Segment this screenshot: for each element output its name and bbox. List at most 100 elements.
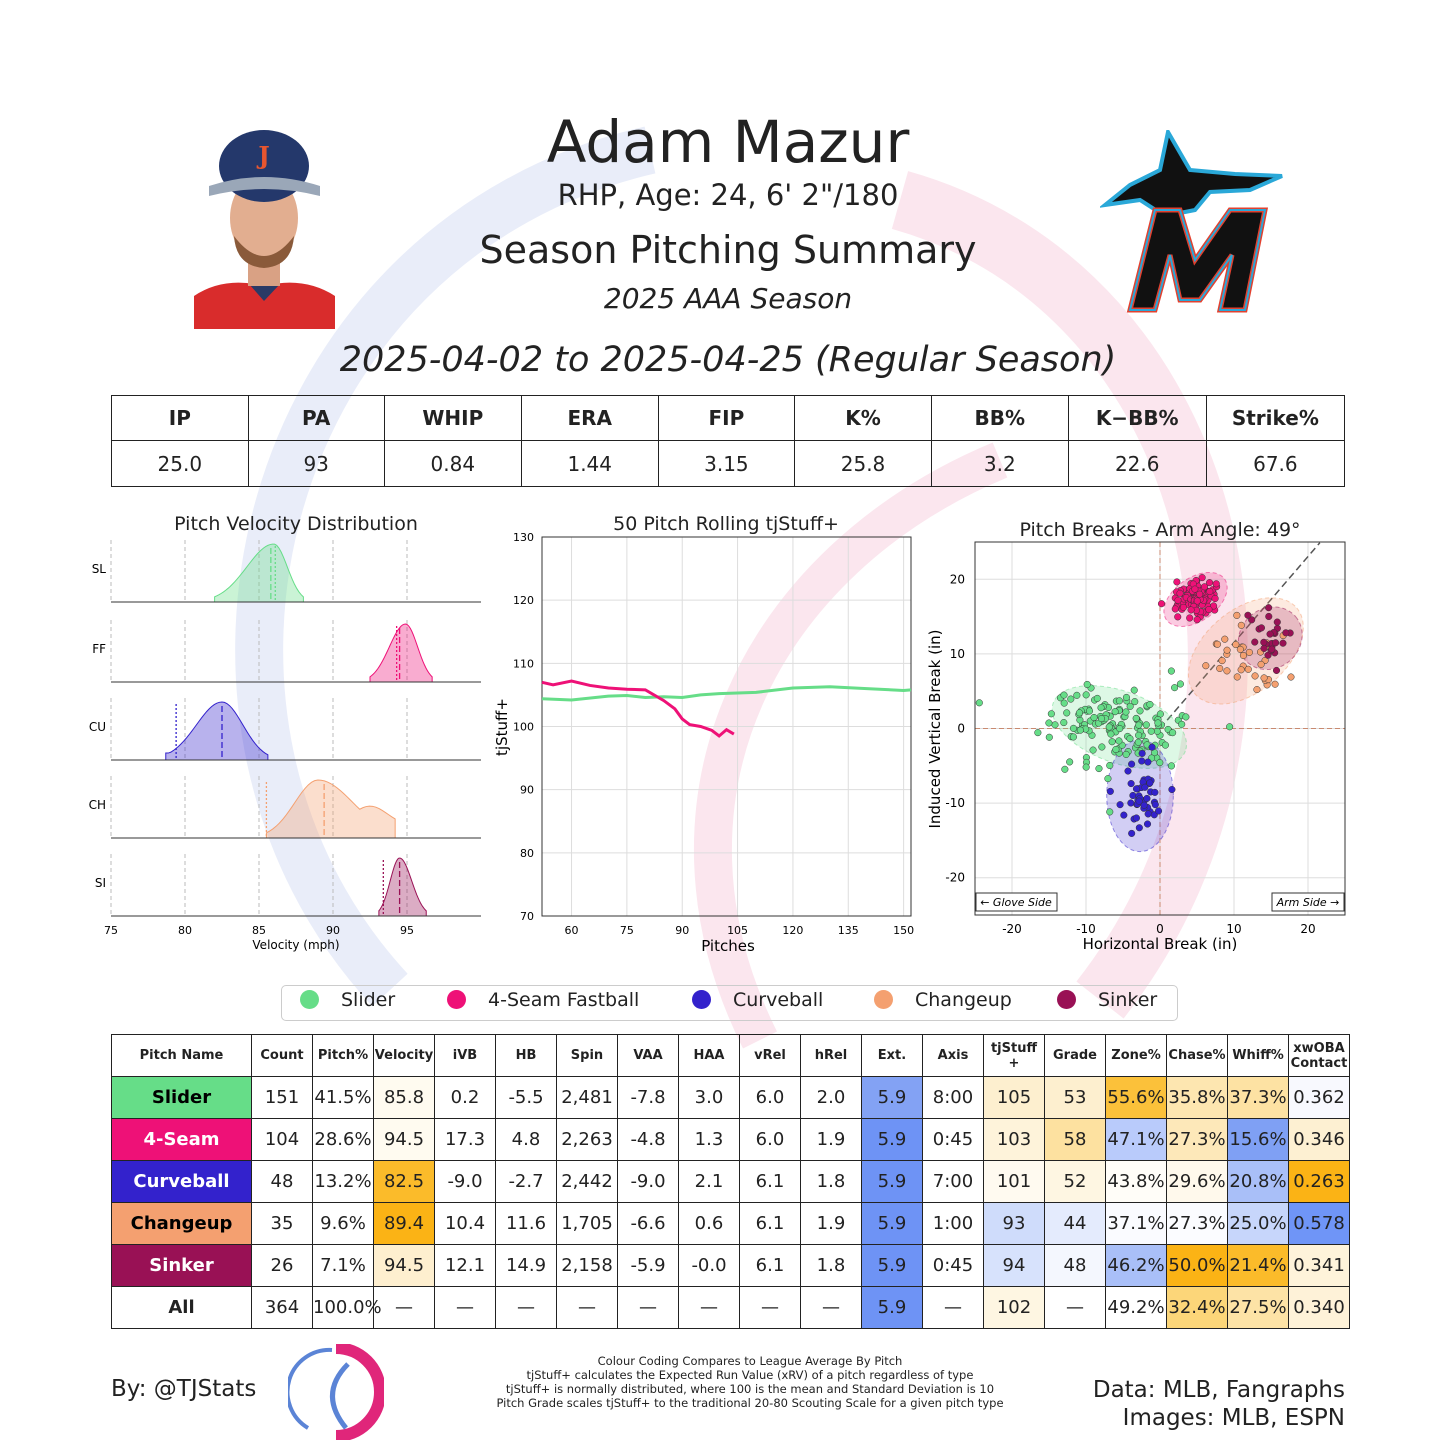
pitch-table-cell: 2,481 — [556, 1076, 618, 1119]
break-point — [1045, 733, 1053, 741]
summary-stats-header-row: IP PA WHIP ERA FIP K% BB% K−BB% Strike% — [111, 395, 1346, 441]
break-point — [1106, 808, 1114, 816]
break-point — [1218, 657, 1226, 665]
pitch-table-header: Grade — [1044, 1034, 1106, 1077]
pitch-table-row: Sinker 26 7.1% 94.5 12.1 14.9 2,158 -5.9 -0.0 6.1… — [111, 1244, 1350, 1287]
break-point — [1138, 757, 1146, 765]
break-point — [1122, 708, 1130, 716]
x-tick-label: 85 — [252, 924, 266, 937]
x-tick-label: 150 — [893, 924, 914, 937]
x-axis-label: Pitches — [701, 937, 755, 955]
break-point — [1089, 746, 1097, 754]
break-point — [1191, 585, 1199, 593]
break-point — [1182, 713, 1190, 721]
pitch-table-cell: 12.1 — [434, 1244, 496, 1287]
break-point — [1107, 730, 1115, 738]
pitch-table-cell: 11.6 — [495, 1202, 557, 1245]
break-point — [1085, 707, 1094, 715]
pitch-table-cell: 21.4% — [1227, 1244, 1289, 1287]
pitch-name-cell: Sinker — [111, 1244, 252, 1287]
stat-header: Strike% — [1205, 395, 1346, 441]
pitch-table-cell: 8:00 — [922, 1076, 984, 1119]
pitch-table-cell: — — [617, 1286, 679, 1329]
break-point — [1097, 715, 1106, 723]
stat-header: ERA — [520, 395, 659, 441]
break-point — [1066, 758, 1074, 766]
break-point — [1130, 686, 1138, 694]
pitch-name-cell: All — [111, 1286, 252, 1329]
pitch-table-row: Slider 151 41.5% 85.8 0.2 -5.5 2,481 -7.8 3.0 6.0… — [111, 1076, 1350, 1119]
rolling-line — [541, 685, 912, 702]
y-axis-label: tjStuff+ — [493, 698, 511, 756]
break-point — [1135, 797, 1143, 805]
break-point — [1112, 745, 1120, 754]
pitch-table-cell: 94.5 — [373, 1244, 435, 1287]
stat-header: PA — [247, 395, 385, 441]
break-point — [1205, 605, 1213, 614]
break-point — [975, 699, 983, 707]
break-point — [1236, 645, 1244, 653]
stat-value: 93 — [247, 440, 385, 487]
pitch-table-header: Axis — [922, 1034, 984, 1077]
legend-swatch — [692, 990, 711, 1009]
velocity-row-label: CU — [89, 720, 106, 734]
break-point — [1073, 691, 1081, 699]
velocity-density — [378, 857, 427, 917]
pitch-table-cell: 101 — [983, 1160, 1045, 1203]
break-point — [1239, 651, 1247, 660]
pitch-table-cell: 94.5 — [373, 1118, 435, 1161]
pitch-table-header: Zone% — [1105, 1034, 1167, 1077]
break-point — [1069, 733, 1077, 741]
break-point — [1122, 693, 1130, 701]
pitch-table-header: Whiff% — [1227, 1034, 1289, 1077]
legend-swatch — [874, 990, 893, 1009]
stat-value: 25.8 — [794, 440, 932, 487]
note-line: Pitch Grade scales tjStuff+ to the tradi… — [496, 1396, 1004, 1410]
x-tick-label: 80 — [178, 924, 192, 937]
stat-value: 67.6 — [1205, 440, 1346, 487]
break-point — [1076, 726, 1084, 734]
stat-value: 25.0 — [111, 440, 249, 487]
pitch-table-row: 4-Seam 104 28.6% 94.5 17.3 4.8 2,263 -4.8 1.3 6.0… — [111, 1118, 1350, 1161]
pitch-table-header-row: Pitch Name Count Pitch% Velocity iVB HB Spin VA… — [111, 1034, 1350, 1077]
y-tick-label: 70 — [520, 910, 534, 923]
break-point — [1173, 578, 1181, 586]
pitch-table-cell: 44 — [1044, 1202, 1106, 1245]
glove-side-label: ← Glove Side — [980, 896, 1052, 909]
pitch-table-cell: 14.9 — [495, 1244, 557, 1287]
pitch-table-cell: 27.3% — [1166, 1118, 1228, 1161]
break-point — [1244, 665, 1252, 673]
pitch-table-cell: 1:00 — [922, 1202, 984, 1245]
pitch-table-cell: 5.9 — [861, 1244, 923, 1287]
y-tick-label: 0 — [957, 722, 965, 736]
break-point — [1206, 579, 1214, 587]
player-info: RHP, Age: 24, 6' 2"/180 — [557, 178, 899, 212]
pitch-table-cell: 2,263 — [556, 1118, 618, 1161]
break-point — [1134, 738, 1142, 746]
break-point — [1142, 721, 1150, 729]
pitch-metrics-table: Pitch Name Count Pitch% Velocity iVB HB Spin VA… — [111, 1034, 1350, 1329]
break-point — [1248, 616, 1256, 624]
break-point — [1075, 709, 1084, 717]
break-point — [1157, 600, 1166, 608]
break-point — [1223, 667, 1231, 675]
pitch-table-cell: 1.3 — [678, 1118, 740, 1161]
break-point — [1131, 698, 1139, 706]
x-tick-label: 10 — [1226, 922, 1241, 936]
legend-item: Sinker — [1057, 989, 1157, 1011]
tjstats-logo — [288, 1344, 384, 1440]
break-point — [1147, 727, 1155, 735]
pitch-table-cell: — — [373, 1286, 435, 1329]
pitch-table-cell: 4.8 — [495, 1118, 557, 1161]
break-point — [1271, 680, 1279, 688]
x-tick-label: 95 — [400, 924, 414, 937]
break-point — [1061, 765, 1069, 773]
break-point — [1126, 735, 1134, 743]
break-point — [1156, 759, 1164, 767]
pitch-table-cell: 0.340 — [1288, 1286, 1350, 1329]
break-point — [1265, 604, 1273, 612]
pitch-table-cell: 89.4 — [373, 1202, 435, 1245]
pitch-table-cell: — — [800, 1286, 862, 1329]
break-point — [1090, 713, 1098, 722]
break-point — [1060, 699, 1068, 707]
